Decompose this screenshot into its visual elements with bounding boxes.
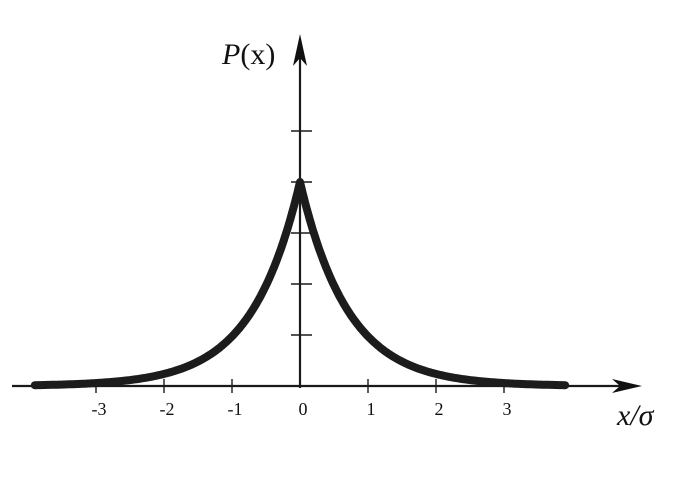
x-axis-arrowhead (612, 379, 642, 393)
x-tick-labels: -3 -2 -1 0 1 2 3 (92, 399, 512, 419)
distribution-curve (30, 178, 570, 390)
x-tick-label: -2 (160, 399, 175, 419)
x-tick-label: -3 (92, 399, 107, 419)
x-tick-label: 0 (299, 399, 308, 419)
x-tick-label: 3 (503, 399, 512, 419)
y-axis-label-symbol: P (221, 38, 240, 71)
x-tick-label: 1 (367, 399, 376, 419)
y-axis-arrowhead (293, 34, 307, 66)
y-axis-label: P(x) (221, 38, 275, 71)
x-tick-label: -1 (228, 399, 243, 419)
y-ticks (291, 130, 312, 336)
x-axis-label: x/σ (616, 399, 655, 432)
y-axis-label-argument: (x) (240, 38, 275, 71)
x-tick-label: 2 (435, 399, 444, 419)
